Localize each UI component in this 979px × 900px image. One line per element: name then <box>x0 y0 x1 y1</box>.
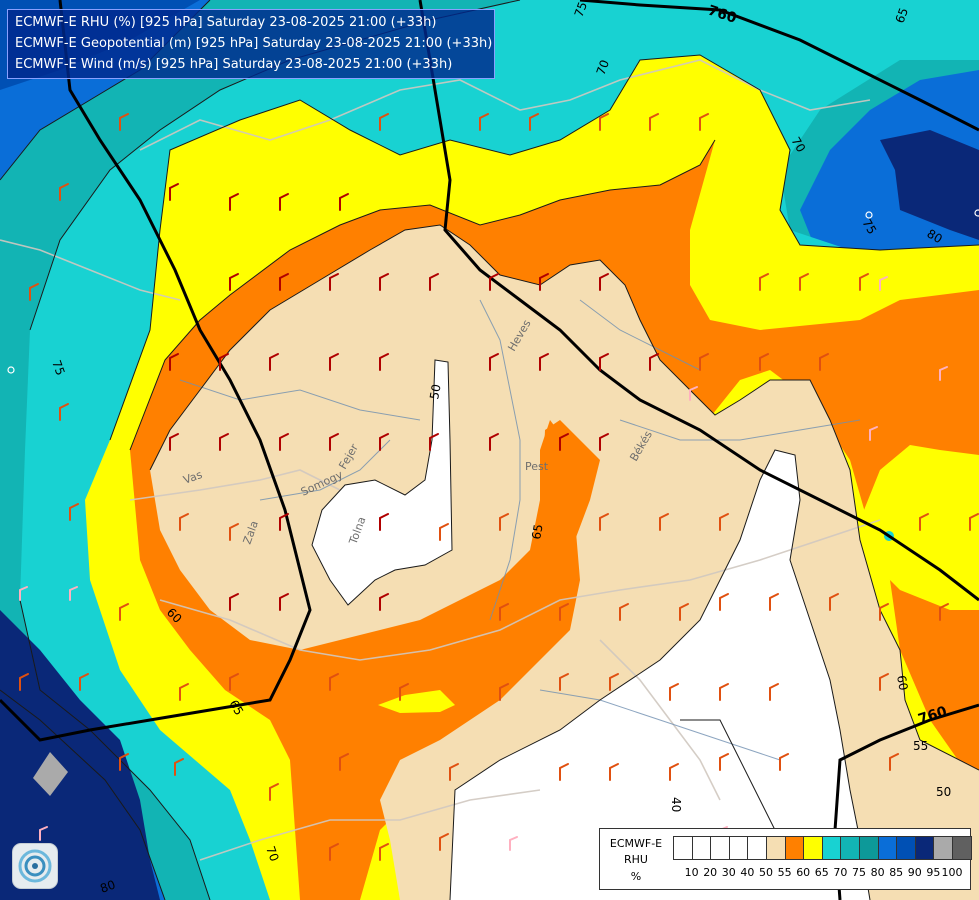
contour-label-55-right: 55 <box>913 739 928 753</box>
legend-swatch <box>952 836 972 860</box>
contour-label-70-right: 70 <box>788 135 808 155</box>
title-box: ECMWF-E RHU (%) [925 hPa] Saturday 23-08… <box>7 9 495 79</box>
region-label-pest: Pest <box>525 460 549 473</box>
legend-swatch <box>859 836 879 860</box>
rhu-area-50-bottom <box>450 450 870 900</box>
legend-tick-label: 85 <box>889 866 904 879</box>
app-logo <box>12 843 58 889</box>
legend-swatch <box>803 836 823 860</box>
contour-label-65-left: 65 <box>226 698 246 718</box>
river-lines <box>179 299 861 761</box>
legend-swatch <box>691 836 712 860</box>
legend-tick-label: 55 <box>777 866 792 879</box>
legend-tick-label: 100 <box>941 866 963 879</box>
legend-tick-label: 20 <box>703 866 718 879</box>
title-line-wind: ECMWF-E Wind (m/s) [925 hPa] Saturday 23… <box>15 57 453 72</box>
swirl-logo-icon <box>18 849 52 883</box>
title-line-geopotential: ECMWF-E Geopotential (m) [925 hPa] Satur… <box>15 36 493 51</box>
legend-swatch <box>710 836 730 860</box>
rhu-band-95 <box>33 752 68 796</box>
contour-label-80-bottom: 80 <box>98 877 117 895</box>
legend-swatch <box>728 836 749 860</box>
rhu-patch-60-center <box>542 420 600 600</box>
rhu-area-50-center <box>312 360 452 605</box>
contour-label-70-bottom: 70 <box>263 844 281 863</box>
color-legend: ECMWF-E RHU % 10 20 30 40 50 55 60 65 70 75 80 85 90… <box>599 828 972 890</box>
legend-swatch <box>877 836 898 860</box>
contour-label-75-top: 75 <box>572 0 590 19</box>
legend-tick-label: 75 <box>852 866 866 879</box>
legend-tick-label: 60 <box>796 866 811 879</box>
legend-swatch <box>784 836 805 860</box>
legend-tick-label: 30 <box>721 866 736 879</box>
legend-swatch <box>933 836 953 860</box>
legend-tick-label: 50 <box>759 866 773 879</box>
legend-tick-label: 40 <box>740 866 755 879</box>
legend-tick-label: 10 <box>684 866 699 879</box>
contour-label-50-center: 50 <box>427 383 443 400</box>
contour-label-60-right: 60 <box>894 674 910 691</box>
legend-tick-label: 95 <box>926 866 941 879</box>
contour-label-40-bottom: 40 <box>669 797 683 812</box>
contour-label-65-topright: 65 <box>893 6 911 25</box>
contour-label-80-right: 80 <box>925 226 945 246</box>
wind-barbs <box>19 113 979 861</box>
rhu-band-90-top <box>880 130 979 240</box>
contour-label-75-right: 75 <box>859 217 879 237</box>
region-label-vas: Vas <box>182 468 205 487</box>
legend-tick-label: 65 <box>814 866 829 879</box>
station-markers <box>7 209 979 374</box>
rhu-patch-65-bottom <box>378 690 455 713</box>
legend-swatch <box>840 836 860 860</box>
contour-label-50-right: 50 <box>936 785 951 799</box>
contour-label-65-mid: 65 <box>529 523 545 540</box>
legend-swatch <box>747 836 767 860</box>
legend-tick-label: 80 <box>870 866 885 879</box>
legend-title-model: ECMWF-E <box>609 837 663 850</box>
title-line-rhu: ECMWF-E RHU (%) [925 hPa] Saturday 23-08… <box>15 15 437 30</box>
legend-swatch <box>673 836 693 860</box>
contour-label-70-top: 70 <box>594 58 612 77</box>
legend-swatch <box>914 836 935 860</box>
legend-tick-label: 70 <box>833 866 848 879</box>
legend-swatch <box>766 836 786 860</box>
legend-swatch <box>896 836 916 860</box>
legend-unit: % <box>630 870 642 883</box>
legend-title-variable: RHU <box>624 853 648 866</box>
contour-label-75-left: 75 <box>49 358 67 377</box>
legend-swatch <box>821 836 842 860</box>
legend-tick-label: 90 <box>907 866 922 879</box>
rhu-band-90 <box>0 610 160 900</box>
